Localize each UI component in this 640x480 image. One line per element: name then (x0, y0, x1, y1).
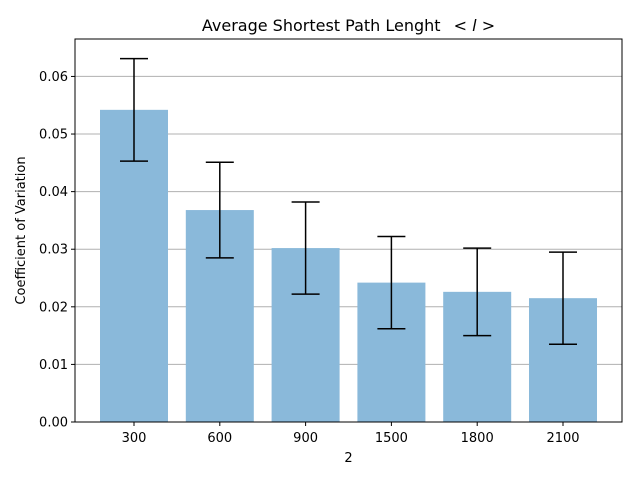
y-tick-label: 0.05 (39, 128, 68, 143)
y-tick-label: 0.03 (39, 243, 68, 258)
x-tick-label: 300 (122, 431, 147, 446)
y-tick-label: 0.02 (39, 300, 68, 315)
chart-title: Average Shortest Path Lenght < l > (202, 16, 495, 35)
x-tick-label: 1800 (461, 431, 494, 446)
chart-title-math: < l > (454, 16, 495, 35)
x-axis-label: 2 (344, 451, 352, 466)
y-axis-ticks: 0.00 0.01 0.02 0.03 0.04 0.05 0.06 (39, 70, 75, 431)
x-tick-label: 600 (207, 431, 232, 446)
y-axis-label: Coefficient of Variation (14, 156, 29, 304)
y-tick-label: 0.01 (39, 358, 68, 373)
bar (100, 109, 168, 422)
x-tick-label: 1500 (375, 431, 408, 446)
x-axis-ticks: 300 600 900 1500 1800 2100 (122, 422, 580, 446)
y-tick-label: 0.06 (39, 70, 68, 85)
error-bars (120, 57, 577, 345)
x-tick-label: 900 (293, 431, 318, 446)
x-tick-label: 2100 (546, 431, 579, 446)
y-tick-label: 0.00 (39, 416, 68, 431)
bars (100, 109, 597, 422)
y-tick-label: 0.04 (39, 185, 68, 200)
chart-title-text: Average Shortest Path Lenght (202, 16, 441, 35)
plot-frame (74, 38, 623, 423)
